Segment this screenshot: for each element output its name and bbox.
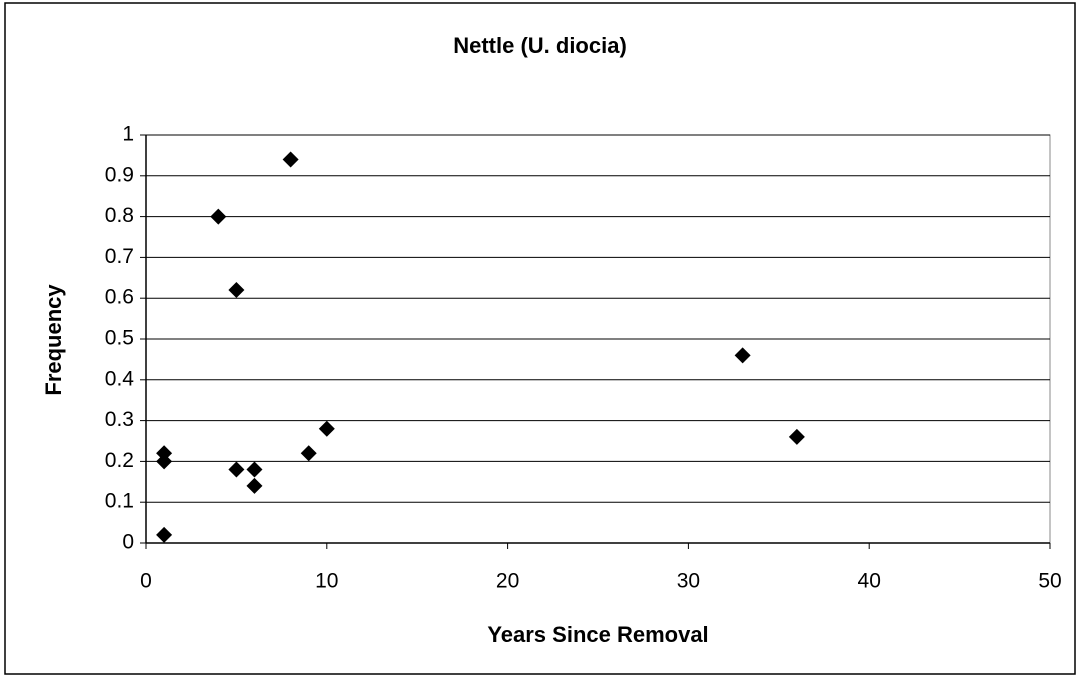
x-tick-label: 0 bbox=[140, 570, 152, 593]
point bbox=[228, 461, 245, 478]
point bbox=[156, 526, 173, 543]
y-tick-label: 0.3 bbox=[105, 408, 134, 431]
chart-title: Nettle (U. diocia) bbox=[453, 33, 627, 58]
point bbox=[156, 453, 173, 470]
y-tick-label: 1 bbox=[122, 123, 134, 146]
point bbox=[246, 477, 263, 494]
point bbox=[282, 151, 299, 168]
x-tick-label: 10 bbox=[315, 570, 338, 593]
y-tick-label: 0.7 bbox=[105, 245, 134, 268]
y-tick-label: 0.1 bbox=[105, 490, 134, 513]
y-tick-label: 0.4 bbox=[105, 367, 135, 390]
point bbox=[734, 347, 751, 364]
point bbox=[210, 208, 227, 225]
y-tick-label: 0.9 bbox=[105, 163, 134, 186]
y-axis-title: Frequency bbox=[41, 284, 66, 396]
x-axis-title: Years Since Removal bbox=[487, 622, 708, 647]
y-tick-label: 0.5 bbox=[105, 327, 134, 350]
point bbox=[788, 428, 805, 445]
x-tick-label: 50 bbox=[1038, 570, 1061, 593]
point bbox=[246, 461, 263, 478]
x-tick-label: 30 bbox=[677, 570, 700, 593]
point bbox=[228, 282, 245, 299]
point bbox=[156, 445, 173, 462]
y-tick-label: 0.2 bbox=[105, 449, 134, 472]
y-tick-label: 0.8 bbox=[105, 204, 134, 227]
y-tick-label: 0 bbox=[122, 531, 134, 554]
y-tick-label: 0.6 bbox=[105, 286, 134, 309]
point bbox=[300, 445, 317, 462]
point bbox=[318, 420, 335, 437]
x-tick-label: 40 bbox=[858, 570, 881, 593]
x-tick-label: 20 bbox=[496, 570, 519, 593]
